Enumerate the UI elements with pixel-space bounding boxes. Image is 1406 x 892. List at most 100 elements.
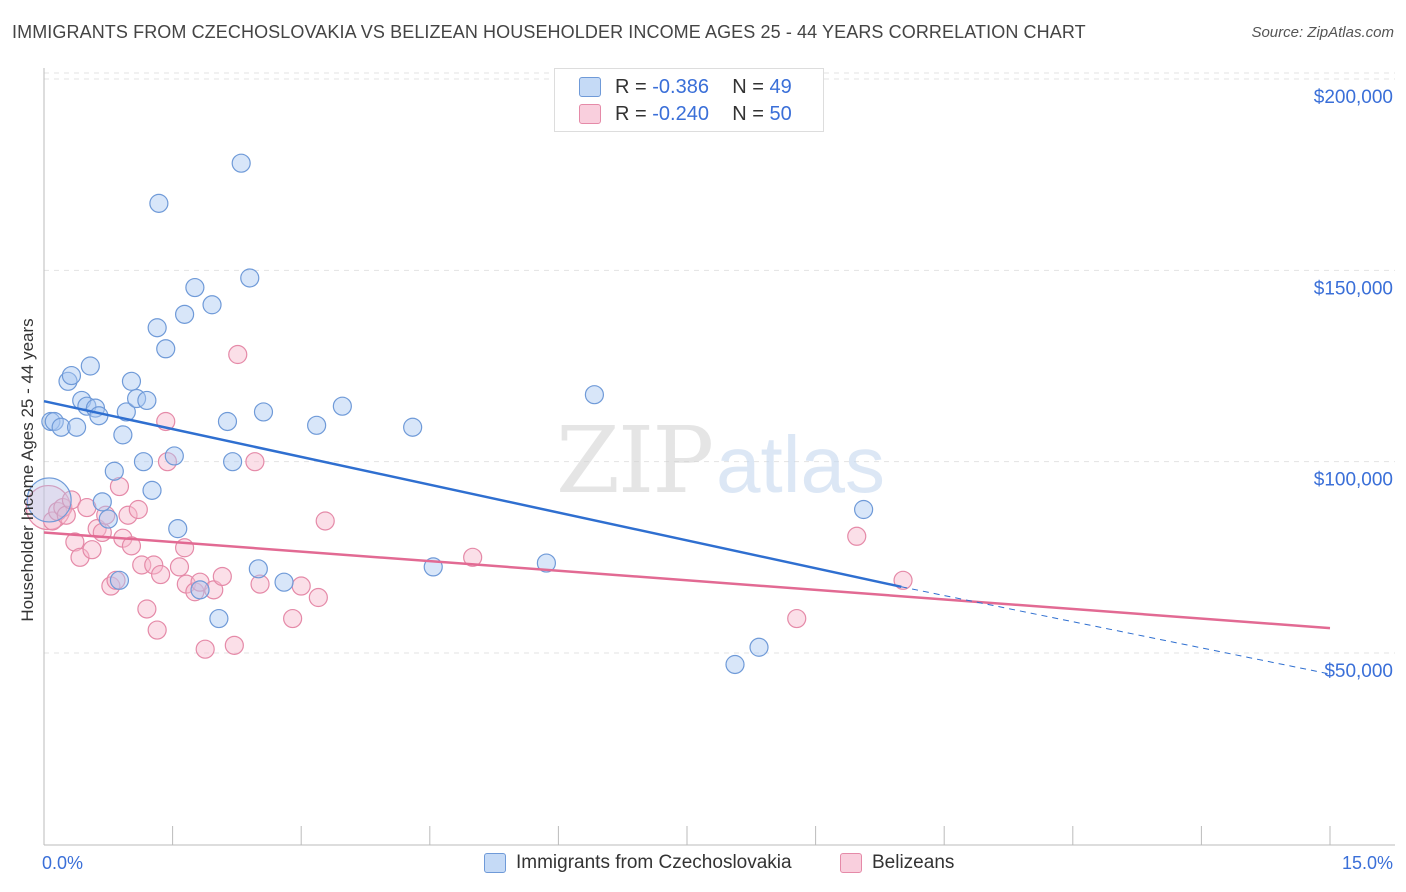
correlation-legend: R = -0.386 N = 49 R = -0.240 N = 50 xyxy=(554,68,824,132)
data-point xyxy=(156,339,176,359)
data-point xyxy=(137,390,157,411)
data-point xyxy=(144,555,164,575)
data-point xyxy=(190,580,210,600)
trend-line-czechoslovakia-extension xyxy=(901,586,1331,675)
data-point xyxy=(109,570,130,590)
data-point xyxy=(787,608,807,629)
data-point xyxy=(204,580,224,600)
legend-r-label: R = xyxy=(615,102,647,125)
data-point xyxy=(26,477,72,523)
legend-item-label: Immigrants from Czechoslovakia xyxy=(516,852,792,873)
data-point xyxy=(109,476,130,497)
data-point xyxy=(142,480,162,500)
data-point xyxy=(253,402,274,422)
data-point xyxy=(175,304,195,324)
data-point xyxy=(104,461,124,481)
data-point xyxy=(56,505,76,525)
data-point xyxy=(223,452,243,472)
data-point xyxy=(118,505,138,525)
chart-title: IMMIGRANTS FROM CZECHOSLOVAKIA VS BELIZE… xyxy=(12,22,1086,42)
trend-lines xyxy=(43,399,1331,675)
watermark-zip: ZIP xyxy=(556,407,712,514)
watermark: ZIP atlas xyxy=(556,407,885,514)
data-point xyxy=(212,566,232,587)
legend-item-label: Belizeans xyxy=(872,852,955,873)
legend-n-value: 49 xyxy=(769,75,792,98)
data-point xyxy=(283,608,303,629)
y-tick-label: $200,000 xyxy=(1314,87,1393,108)
data-point xyxy=(116,402,136,422)
watermark-atlas: atlas xyxy=(716,420,885,509)
y-tick-label: $50,000 xyxy=(1324,661,1393,682)
data-point xyxy=(315,511,335,531)
data-point xyxy=(66,417,87,437)
data-point xyxy=(121,536,142,556)
data-point xyxy=(240,268,260,288)
data-point xyxy=(133,452,154,472)
data-point xyxy=(137,599,157,619)
y-axis-label-wrap: Householder Income Ages 25 - 44 years xyxy=(16,290,40,650)
data-point xyxy=(725,654,745,675)
data-point xyxy=(403,417,423,437)
legend-row-czechoslovakia: R = -0.386 N = 49 xyxy=(579,75,792,99)
data-point xyxy=(70,547,90,567)
legend-n-label: N = xyxy=(732,102,764,125)
data-point xyxy=(228,344,248,365)
legend-item-belizeans[interactable]: Belizeans xyxy=(840,852,954,874)
data-point xyxy=(149,193,169,213)
data-point xyxy=(164,446,184,466)
data-point xyxy=(147,318,167,338)
data-point xyxy=(202,295,222,315)
data-point xyxy=(150,564,171,585)
data-point xyxy=(291,576,311,596)
data-point xyxy=(169,557,190,577)
data-point xyxy=(98,509,118,529)
data-point xyxy=(58,371,78,391)
data-point xyxy=(854,499,874,520)
legend-n-label: N = xyxy=(732,75,764,98)
data-point xyxy=(128,499,148,520)
x-tick-label-min: 0.0% xyxy=(42,853,83,873)
data-point xyxy=(217,411,238,432)
legend-row-belizeans: R = -0.240 N = 50 xyxy=(579,102,792,126)
data-point xyxy=(113,425,133,445)
data-point xyxy=(89,406,109,426)
legend-swatch-blue xyxy=(484,853,506,873)
legend-item-czechoslovakia[interactable]: Immigrants from Czechoslovakia xyxy=(484,852,792,874)
data-point xyxy=(168,519,188,539)
data-point xyxy=(250,574,270,594)
data-point xyxy=(584,385,605,405)
data-point xyxy=(893,570,913,590)
data-point xyxy=(51,417,71,437)
series-czechoslovakia xyxy=(26,153,874,675)
trend-line-belizeans xyxy=(43,531,1331,630)
trend-line-czechoslovakia xyxy=(43,399,902,589)
data-point xyxy=(147,620,167,640)
legend-swatch-pink xyxy=(579,104,601,124)
data-point xyxy=(274,572,294,592)
legend-swatch-pink xyxy=(840,853,862,873)
legend-n-value: 50 xyxy=(769,102,792,125)
x-tick-label-max: 15.0% xyxy=(1342,853,1393,873)
y-axis-label: Householder Income Ages 25 - 44 years xyxy=(18,318,37,622)
data-point xyxy=(121,371,142,391)
data-point xyxy=(185,277,205,298)
data-point xyxy=(61,365,82,386)
y-tick-label: $150,000 xyxy=(1314,278,1393,299)
axes xyxy=(43,68,1395,846)
data-point xyxy=(463,547,483,567)
data-point xyxy=(92,492,112,512)
data-point xyxy=(847,526,867,546)
legend-r-label: R = xyxy=(615,75,647,98)
data-point xyxy=(224,635,244,655)
data-point xyxy=(82,540,102,560)
data-point xyxy=(248,559,268,579)
data-point xyxy=(231,153,251,173)
data-point xyxy=(536,553,556,573)
data-point xyxy=(80,356,100,376)
source-label: Source: ZipAtlas.com xyxy=(1251,24,1394,41)
legend-r-value: -0.240 xyxy=(652,102,709,125)
data-point xyxy=(195,639,215,659)
data-point xyxy=(332,396,352,416)
